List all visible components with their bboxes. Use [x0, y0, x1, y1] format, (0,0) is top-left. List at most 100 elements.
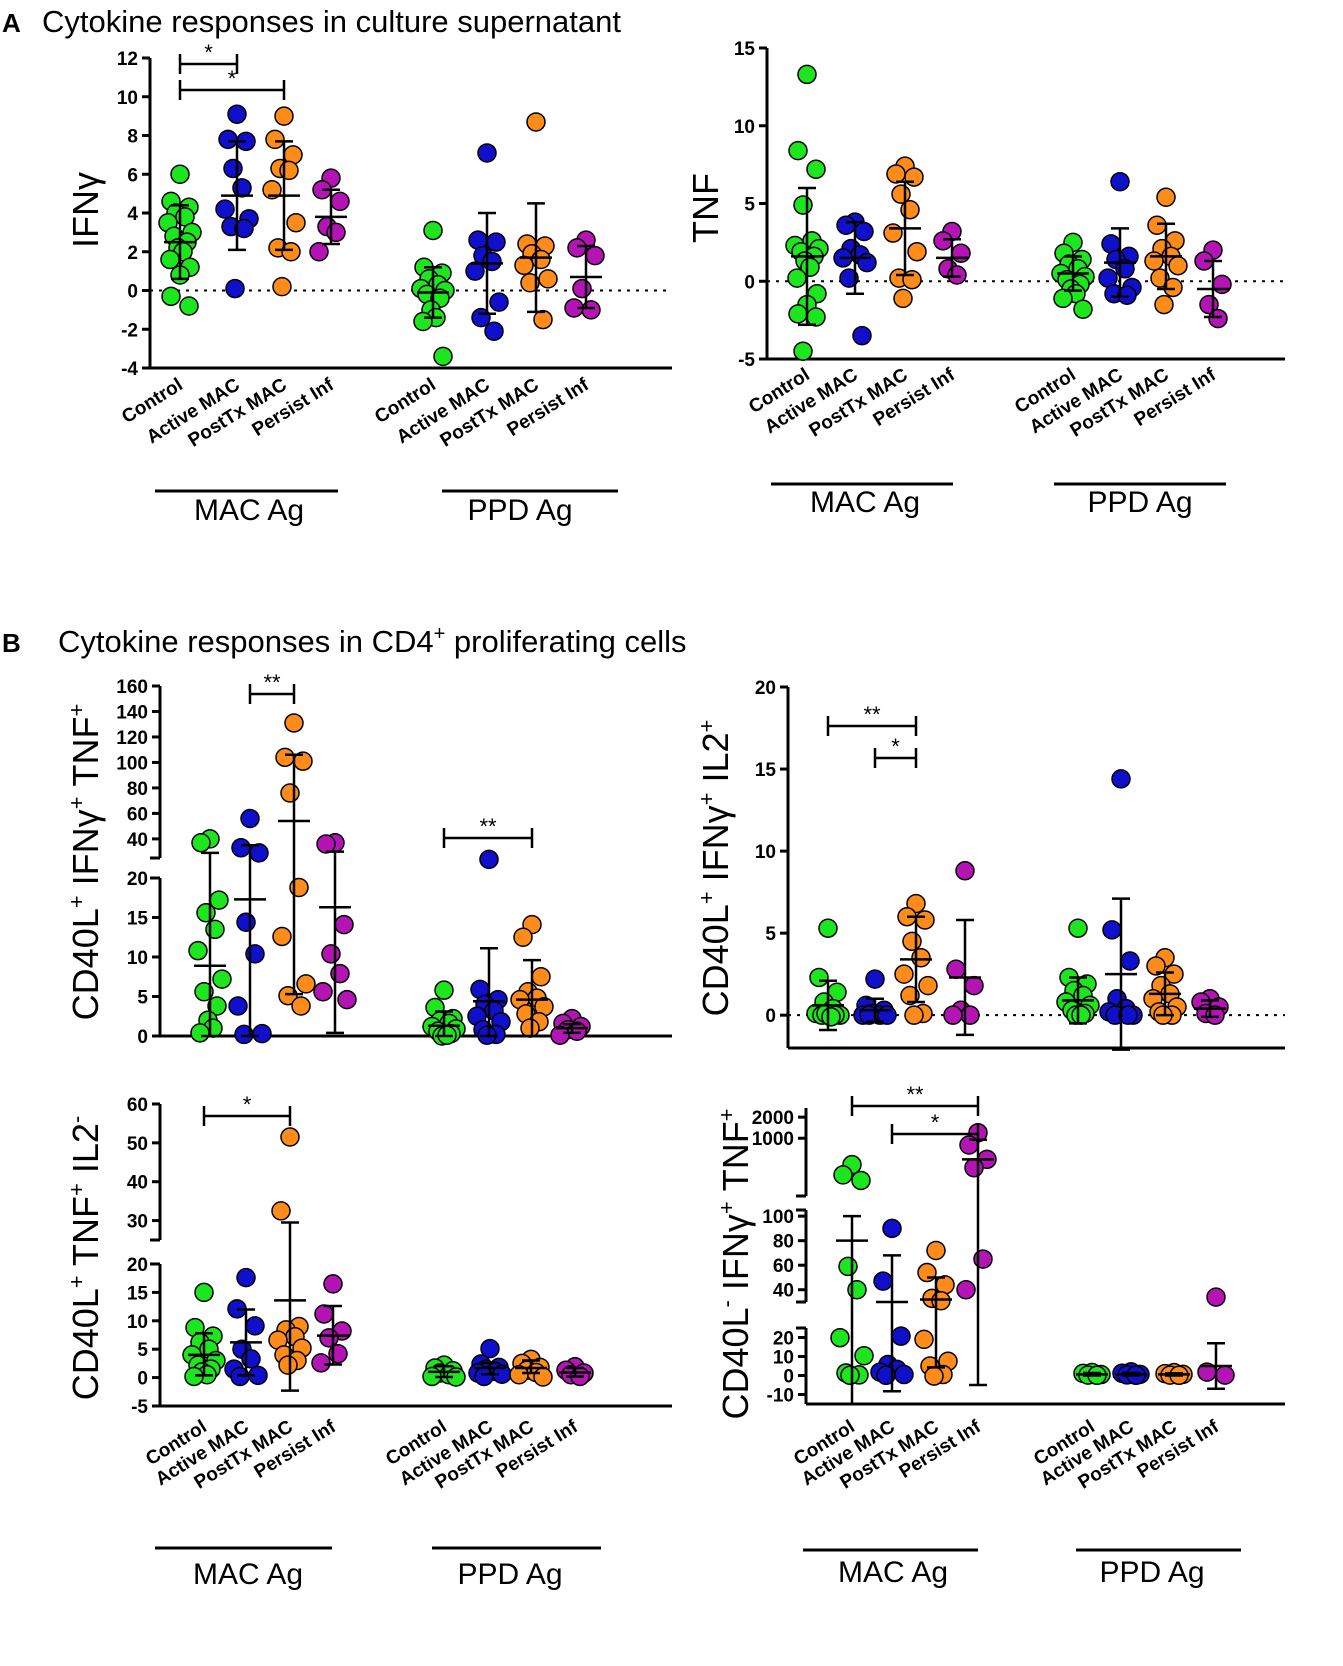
data-point: [240, 808, 260, 829]
data-point: [236, 912, 256, 932]
data-point: [188, 940, 208, 961]
data-point: [179, 296, 199, 316]
data-point: [788, 140, 808, 161]
data-point: [286, 212, 306, 233]
data-point: [911, 948, 931, 968]
group-label: PPD Ag: [467, 494, 572, 527]
y-tick-label: 60: [773, 1256, 794, 1277]
y-axis-label-part: IFN: [695, 823, 736, 891]
data-point: [321, 944, 341, 964]
panel-a-title: Cytokine responses in culture supernatan…: [42, 4, 621, 39]
y-axis-label-part: IFN: [715, 1232, 756, 1300]
data-point: [279, 160, 299, 181]
y-axis-label-part: γ: [715, 1214, 756, 1232]
y-tick-label: 6: [127, 165, 138, 186]
data-point: [956, 1279, 976, 1300]
data-point: [275, 747, 295, 768]
data-point: [228, 996, 248, 1016]
y-axis-label-part: TNF: [65, 717, 106, 797]
data-point: [280, 1127, 300, 1147]
data-point: [262, 180, 282, 200]
y-axis-label: CD40L+ TNF+ IL2-: [64, 1116, 106, 1401]
y-axis-label: CD40L+ IFNγ+ TNF+: [64, 704, 106, 1021]
data-point: [886, 164, 906, 184]
significance-label: **: [906, 1082, 924, 1107]
data-point: [231, 838, 251, 858]
data-point: [854, 221, 874, 242]
y-tick-label: 2: [127, 243, 138, 264]
data-point: [809, 967, 829, 988]
y-axis-label-part: γ: [65, 809, 106, 827]
significance-label: *: [243, 1092, 252, 1117]
y-axis-label-part: TNF: [685, 173, 726, 243]
data-point: [914, 1329, 934, 1350]
data-point: [227, 104, 247, 124]
y-axis-label-part: CD40L: [65, 1288, 106, 1400]
group-label: MAC Ag: [838, 1556, 948, 1589]
data-point: [964, 975, 984, 996]
panel-a-letter: A: [2, 8, 21, 38]
data-point: [236, 1267, 256, 1288]
y-tick-label: 10: [734, 117, 755, 138]
data-point: [951, 243, 971, 264]
data-point: [924, 1366, 944, 1386]
data-point: [902, 931, 922, 952]
data-point: [1071, 1005, 1091, 1025]
data-point: [479, 849, 499, 870]
panel-b-title-post: proliferating cells: [445, 624, 686, 659]
data-point: [1208, 308, 1228, 329]
y-axis-label-part: -: [64, 1116, 89, 1123]
data-point: [833, 1165, 853, 1185]
data-point: [1168, 255, 1188, 276]
data-point: [1146, 956, 1166, 976]
y-tick-label: 100: [116, 753, 148, 774]
data-point: [482, 251, 502, 272]
y-tick-label: 2000: [752, 1108, 794, 1129]
data-point: [876, 1365, 896, 1386]
data-point: [873, 1271, 893, 1291]
data-point: [882, 1218, 902, 1239]
y-tick-label: 80: [127, 779, 148, 800]
data-point: [1053, 288, 1073, 309]
y-axis-label-part: +: [694, 720, 719, 733]
significance-bracket: [826, 716, 918, 736]
data-point: [513, 927, 533, 947]
y-tick-label: 50: [127, 1134, 148, 1155]
data-point: [207, 996, 227, 1016]
data-point: [218, 129, 238, 150]
data-point: [904, 167, 924, 187]
y-axis-label-part: IL2: [65, 1123, 106, 1183]
panel-b-letter: B: [2, 628, 21, 658]
y-tick-label: 15: [127, 909, 149, 930]
y-tick-label: 0: [127, 282, 138, 303]
data-point: [1163, 277, 1183, 298]
y-axis-label-part: IL2: [695, 733, 736, 793]
data-point: [1212, 274, 1232, 295]
y-tick-label: 60: [127, 804, 148, 825]
data-point: [806, 159, 826, 180]
data-point: [161, 286, 181, 307]
data-point: [818, 918, 838, 938]
significance-label: *: [204, 40, 213, 65]
data-point: [194, 982, 214, 1002]
data-point: [857, 252, 877, 273]
data-point: [1117, 285, 1137, 305]
panel-b-title-pre: Cytokine responses in CD4: [58, 624, 434, 659]
data-point: [793, 341, 813, 361]
data-point: [309, 242, 329, 262]
y-axis-label: CD40L+ IFNγ+ IL2+: [694, 720, 736, 1017]
data-point: [252, 1023, 272, 1044]
y-axis-label-part: TNF: [65, 1196, 106, 1275]
y-axis-label-part: CD40L: [65, 908, 106, 1020]
data-point: [205, 919, 225, 940]
group-label: MAC Ag: [810, 486, 920, 519]
significance-label: **: [863, 702, 881, 727]
data-point: [943, 1005, 963, 1025]
data-point: [215, 199, 235, 219]
data-point: [509, 1365, 529, 1385]
y-tick-label: 10: [127, 1312, 148, 1333]
data-point: [265, 129, 285, 150]
data-point: [567, 238, 587, 258]
data-point: [245, 1316, 265, 1336]
significance-bracket: [850, 1096, 980, 1116]
